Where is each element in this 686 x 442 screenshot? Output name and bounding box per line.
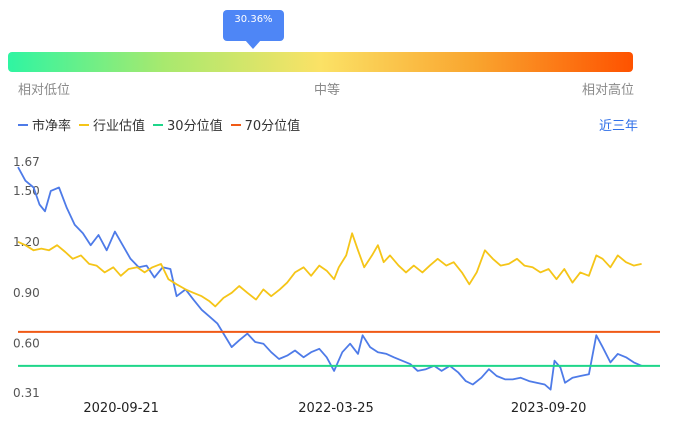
legend-label-p70: 70分位值 xyxy=(244,119,301,134)
percentile-tooltip: 30.36% xyxy=(223,10,284,49)
legend-label-p30: 30分位值 xyxy=(167,119,223,134)
tooltip-pointer xyxy=(245,40,261,49)
legend-item-industry[interactable]: 行业估值 xyxy=(79,115,145,134)
valuation-gradient-bar xyxy=(8,52,633,72)
x-tick-label: 2023-09-20 xyxy=(511,401,587,416)
legend-swatch-industry xyxy=(79,123,90,126)
y-tick-label: 1.20 xyxy=(13,235,40,249)
legend-swatch-p70 xyxy=(230,123,241,126)
y-tick-label: 0.31 xyxy=(13,386,40,400)
legend-swatch-pb xyxy=(18,123,28,126)
series-line-pb xyxy=(17,166,642,391)
legend-label-industry: 行业估值 xyxy=(93,119,146,134)
legend-label-pb: 市净率 xyxy=(32,119,72,134)
low-position-label: 相对低位 xyxy=(18,83,71,98)
legend-item-p70[interactable]: 70分位值 xyxy=(230,115,301,134)
x-tick-label: 2020-09-21 xyxy=(83,401,159,416)
mid-position-label: 中等 xyxy=(314,83,341,98)
legend-swatch-p30 xyxy=(153,123,164,126)
y-tick-label: 0.60 xyxy=(13,337,40,351)
legend-item-p30[interactable]: 30分位值 xyxy=(153,115,223,134)
y-tick-label: 0.90 xyxy=(13,286,40,300)
series-line-industry xyxy=(17,232,642,308)
high-position-label: 相对高位 xyxy=(582,83,635,98)
percentile-value: 30.36% xyxy=(234,14,273,25)
x-tick-label: 2022-03-25 xyxy=(298,401,374,416)
period-selector-button[interactable]: 近三年 xyxy=(599,119,639,134)
y-tick-label: 1.67 xyxy=(13,155,40,169)
legend-item-pb[interactable]: 市净率 xyxy=(18,115,71,134)
chart-legend: 市净率 行业估值 30分位值 70分位值 xyxy=(18,115,308,134)
